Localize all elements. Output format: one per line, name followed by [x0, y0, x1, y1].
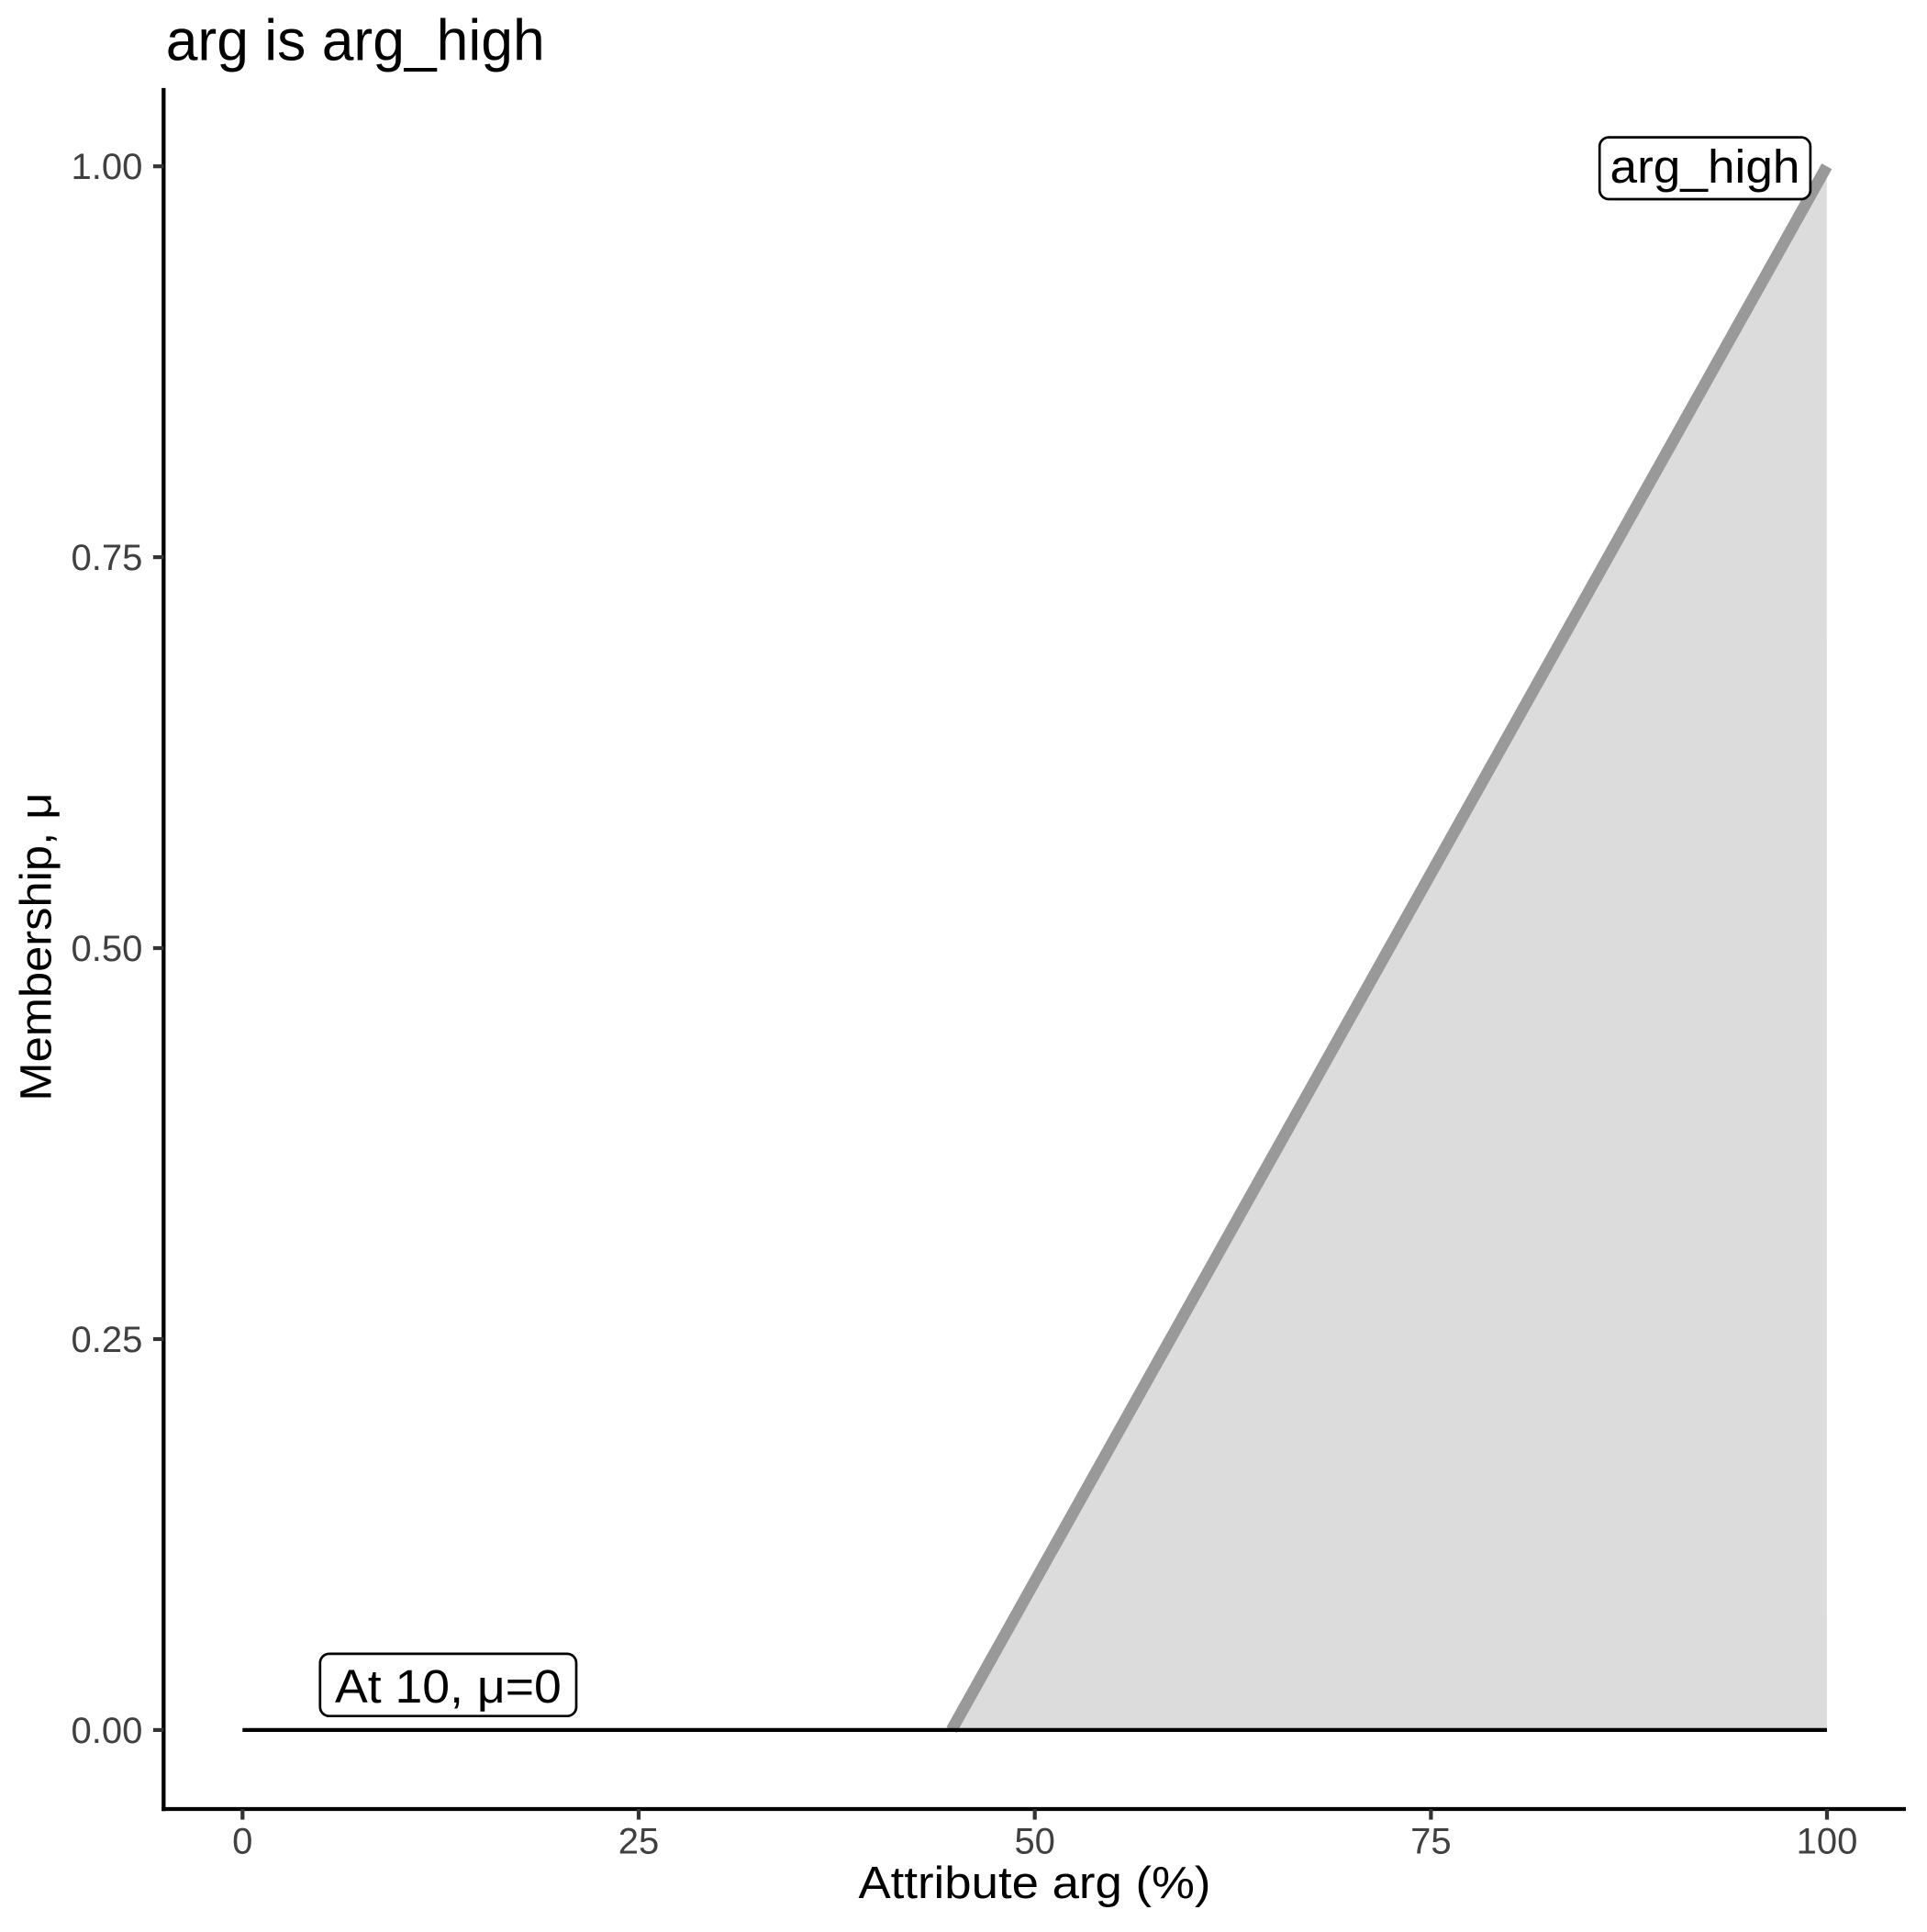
svg-text:25: 25	[618, 1822, 660, 1862]
svg-text:0.50: 0.50	[72, 929, 143, 969]
svg-text:50: 50	[1014, 1822, 1055, 1862]
svg-text:Membership, μ: Membership, μ	[13, 793, 61, 1101]
svg-text:arg is arg_high: arg is arg_high	[166, 9, 545, 73]
svg-text:arg_high: arg_high	[1610, 140, 1800, 193]
svg-text:0.75: 0.75	[72, 538, 143, 578]
svg-text:100: 100	[1797, 1822, 1858, 1862]
svg-text:0: 0	[232, 1822, 252, 1862]
svg-text:0.00: 0.00	[72, 1711, 143, 1751]
svg-text:Attribute arg (%): Attribute arg (%)	[859, 1859, 1211, 1908]
svg-text:0.25: 0.25	[72, 1320, 143, 1360]
svg-text:75: 75	[1410, 1822, 1452, 1862]
svg-text:At 10, μ=0: At 10, μ=0	[335, 1660, 562, 1713]
svg-text:1.00: 1.00	[72, 147, 143, 187]
